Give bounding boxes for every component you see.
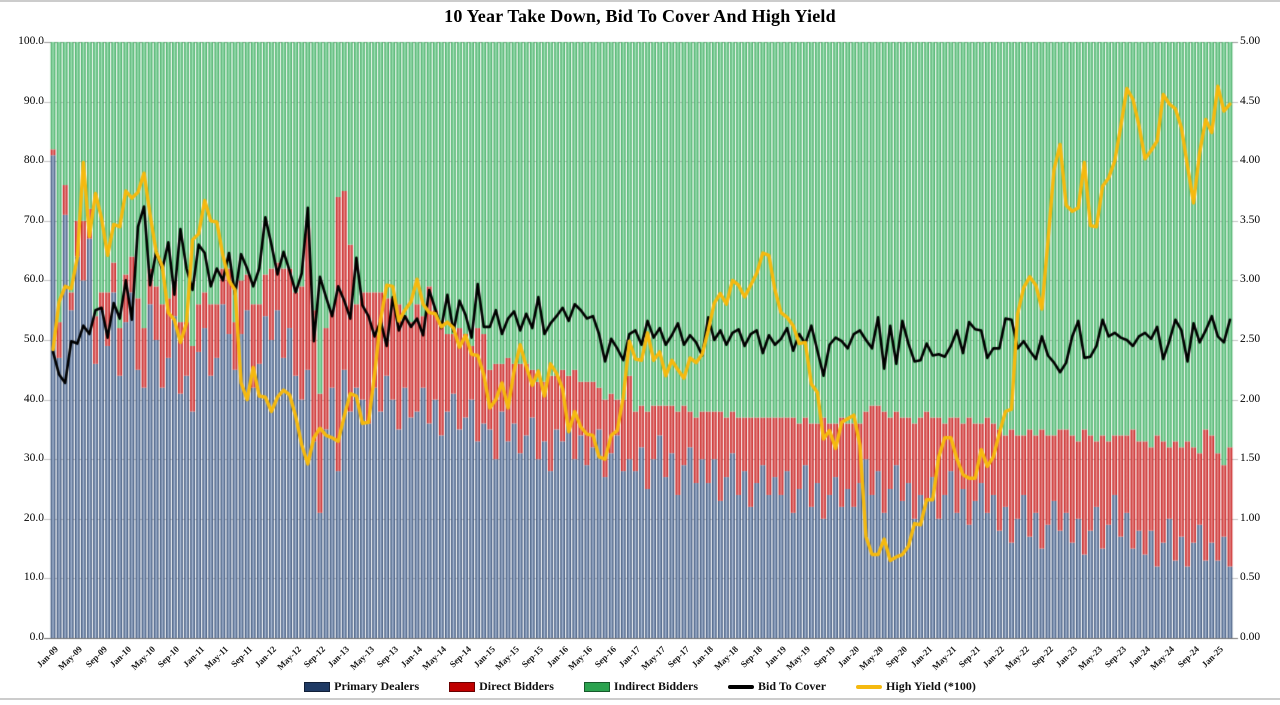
legend-swatch-icon — [728, 684, 755, 689]
y-axis-label-left: 60.0 — [23, 273, 44, 286]
y-axis-label-right: 2.00 — [1240, 392, 1261, 405]
y-axis-label-right: 1.00 — [1240, 511, 1261, 524]
y-axis-label-right: 0.50 — [1240, 571, 1261, 584]
legend-item: High Yield (*100) — [856, 679, 976, 694]
y-axis-label-right: 5.00 — [1240, 35, 1261, 47]
legend: Primary Dealers Direct Bidders Indirect Bi… — [0, 679, 1280, 694]
y-axis-label-left: 30.0 — [23, 452, 44, 465]
legend-item: Direct Bidders — [449, 679, 554, 694]
y-axis-label-left: 50.0 — [23, 333, 44, 345]
legend-label: Indirect Bidders — [613, 679, 699, 693]
legend-item: Bid To Cover — [728, 679, 826, 694]
legend-swatch-icon — [583, 681, 610, 692]
y-axis-label-right: 3.00 — [1240, 273, 1261, 286]
legend-item: Primary Dealers — [304, 679, 419, 694]
y-axis-label-left: 80.0 — [23, 154, 44, 167]
y-axis-label-left: 70.0 — [23, 213, 44, 226]
legend-label: Primary Dealers — [334, 679, 420, 693]
y-axis-label-left: 0.0 — [29, 631, 44, 643]
y-axis-label-left: 100.0 — [18, 35, 44, 47]
y-axis-label-right: 4.00 — [1240, 154, 1261, 167]
y-axis-label-right: 4.50 — [1240, 94, 1261, 107]
legend-swatch-icon — [304, 681, 331, 692]
y-axis-label-left: 20.0 — [23, 511, 44, 524]
legend-swatch-icon — [856, 684, 883, 689]
y-axis-label-right: 3.50 — [1240, 213, 1261, 226]
y-axis-label-left: 10.0 — [23, 571, 44, 584]
bottom-border — [0, 698, 1280, 700]
legend-swatch-icon — [449, 681, 476, 692]
y-axis-label-left: 90.0 — [23, 94, 44, 107]
y-axis-label-right: 1.50 — [1240, 452, 1261, 465]
legend-item: Indirect Bidders — [583, 679, 699, 694]
y-axis-label-left: 40.0 — [23, 392, 44, 405]
legend-label: Direct Bidders — [479, 679, 554, 693]
y-axis-label-right: 0.00 — [1240, 631, 1261, 643]
legend-label: High Yield (*100) — [886, 679, 976, 693]
legend-label: Bid To Cover — [758, 679, 827, 693]
y-axis-label-right: 2.50 — [1240, 333, 1261, 345]
